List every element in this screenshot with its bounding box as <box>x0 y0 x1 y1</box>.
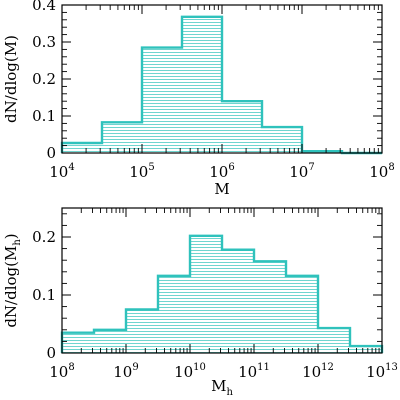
x-axis-label: M <box>214 180 229 198</box>
x-tick-label: 106 <box>209 162 234 181</box>
histogram-bar <box>126 309 158 353</box>
chart-panel-2: 108 109 1010 1011 1012 1013 0 0.1 0.2 Mh dN/dlog(M… <box>2 207 398 398</box>
x-tick-label: 1012 <box>302 362 334 381</box>
y-axis-label: dN/dlog(M) <box>2 35 20 123</box>
histogram-bar <box>62 332 94 353</box>
histogram-bar <box>222 249 254 353</box>
x-tick-label: 1011 <box>238 362 270 381</box>
histogram-bar <box>102 122 142 153</box>
y-tick-label: 0.1 <box>32 107 56 125</box>
histogram-bar <box>222 101 262 153</box>
x-tick-label: 1010 <box>174 362 206 381</box>
y-tick-label: 0 <box>46 344 56 362</box>
x-tick-label: 109 <box>113 362 138 381</box>
y-tick-label: 0.4 <box>32 0 56 14</box>
histogram-bar <box>190 235 222 353</box>
y-tick-label: 0 <box>46 144 56 162</box>
histogram-bar <box>254 261 286 353</box>
histogram-bar <box>94 329 126 353</box>
y-tick-label: 0.3 <box>32 33 56 51</box>
histogram-bar <box>62 143 102 153</box>
histogram-outline <box>60 15 382 155</box>
x-tick-label: 108 <box>369 162 394 181</box>
x-tick-label: 104 <box>49 162 74 181</box>
x-axis-label: Mh <box>211 377 233 398</box>
histogram-outline <box>60 234 384 353</box>
chart-panel-1: 104 105 106 107 108 0 0.1 0.2 0.3 0.4 MdN/dlog(M) <box>2 0 395 198</box>
x-tick-label: 1013 <box>366 362 398 381</box>
histogram-bar <box>318 328 350 353</box>
histogram-bar <box>142 47 182 153</box>
histogram-bar <box>182 16 222 154</box>
y-tick-label: 0.1 <box>32 286 56 304</box>
axes-frame <box>61 207 383 354</box>
x-tick-label: 107 <box>289 162 314 181</box>
y-axis-label: dN/dlog(Mh) <box>2 233 23 327</box>
x-tick-label: 108 <box>49 362 74 381</box>
x-tick-label: 105 <box>129 162 154 181</box>
histogram-bar <box>286 275 318 353</box>
histogram-bar <box>262 127 302 153</box>
histogram-bar <box>350 346 382 353</box>
y-tick-label: 0.2 <box>32 228 56 246</box>
histogram-bar <box>158 275 190 353</box>
y-tick-label: 0.2 <box>32 70 56 88</box>
